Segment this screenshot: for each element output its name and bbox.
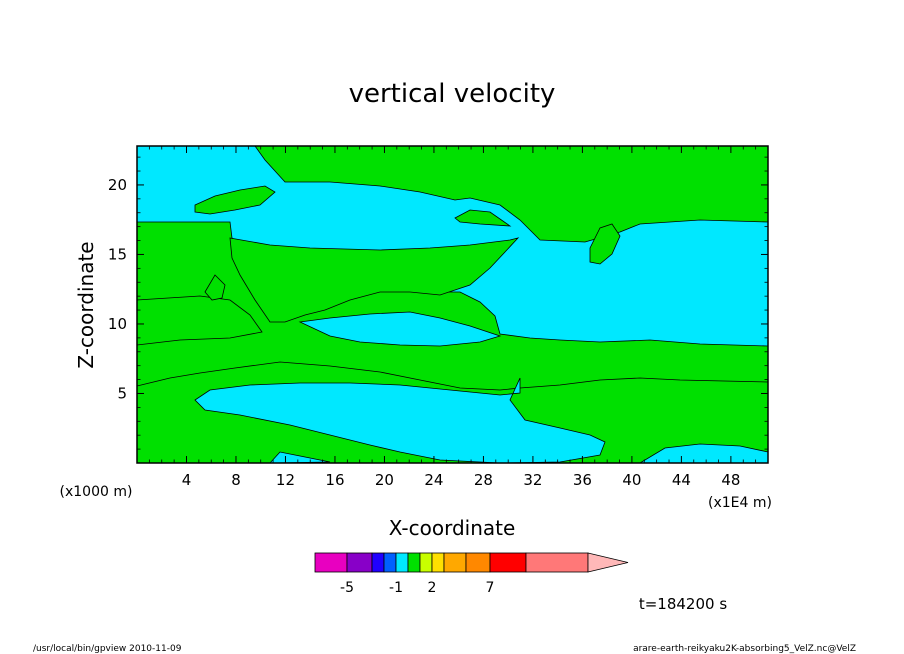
chart-title: vertical velocity bbox=[349, 79, 556, 109]
x-tick-label: 20 bbox=[375, 471, 394, 489]
x-unit-right-label: (x1E4 m) bbox=[708, 495, 772, 511]
colorbar-bin bbox=[489, 552, 527, 573]
plot-area bbox=[137, 146, 768, 463]
y-tick-label: 20 bbox=[108, 176, 127, 194]
positive-region-4 bbox=[137, 146, 768, 243]
y-axis: 5 10 15 20 bbox=[108, 156, 768, 450]
x-tick-label: 8 bbox=[231, 471, 241, 489]
colorbar-bin bbox=[395, 552, 409, 573]
colorbar-bin bbox=[383, 552, 397, 573]
colorbar-label: -5 bbox=[340, 580, 354, 596]
y-tick-label: 5 bbox=[117, 384, 127, 402]
y-axis-label: Z-coordinate bbox=[74, 241, 98, 368]
x-unit-left-label: (x1000 m) bbox=[60, 484, 133, 500]
colorbar-label: 2 bbox=[428, 580, 437, 596]
colorbar-bin bbox=[314, 552, 348, 573]
x-tick-label: 12 bbox=[276, 471, 295, 489]
colorbar-bin bbox=[465, 552, 491, 573]
colorbar-bin bbox=[419, 552, 433, 573]
x-tick-label: 32 bbox=[523, 471, 542, 489]
x-tick-label: 44 bbox=[672, 471, 691, 489]
positive-region-9 bbox=[204, 274, 226, 301]
footer-left: /usr/local/bin/gpview 2010-11-09 bbox=[33, 644, 182, 654]
plot-frame bbox=[136, 145, 769, 464]
negative-islands bbox=[194, 311, 768, 463]
positive-region-5 bbox=[229, 237, 520, 323]
colorbar-bin bbox=[346, 552, 373, 573]
negative-island-2 bbox=[298, 311, 502, 347]
colorbar-bin bbox=[371, 552, 385, 573]
colorbar-bin bbox=[407, 552, 421, 573]
colorbar-label: 7 bbox=[486, 580, 495, 596]
time-label: t=184200 s bbox=[639, 595, 727, 613]
negative-island-3 bbox=[639, 443, 768, 463]
x-tick-label: 48 bbox=[721, 471, 740, 489]
x-axis-label: X-coordinate bbox=[389, 516, 516, 540]
x-tick-label: 40 bbox=[622, 471, 641, 489]
colorbar-bin bbox=[443, 552, 467, 573]
y-tick-label: 15 bbox=[108, 245, 127, 263]
positive-region-6 bbox=[194, 185, 276, 215]
colorbar bbox=[314, 552, 629, 573]
positive-region-8 bbox=[589, 223, 621, 265]
negative-island-1 bbox=[194, 377, 606, 463]
y-tick-label: 10 bbox=[108, 315, 127, 333]
colorbar-labels: -5 -1 2 7 bbox=[340, 580, 494, 596]
footer-right: arare-earth-reikyaku2K-absorbing5_VelZ.n… bbox=[633, 644, 856, 654]
x-tick-label: 24 bbox=[424, 471, 443, 489]
x-axis: 4 8 12 16 20 24 28 32 36 40 44 48 bbox=[148, 146, 757, 489]
colorbar-bin bbox=[431, 552, 445, 573]
colorbar-label: -1 bbox=[389, 580, 403, 596]
positive-region-7 bbox=[454, 209, 512, 227]
colorbar-extend-arrow bbox=[587, 552, 629, 573]
x-tick-label: 16 bbox=[325, 471, 344, 489]
x-tick-label: 36 bbox=[573, 471, 592, 489]
x-tick-label: 4 bbox=[182, 471, 192, 489]
colorbar-bin bbox=[525, 552, 589, 573]
x-tick-label: 28 bbox=[474, 471, 493, 489]
